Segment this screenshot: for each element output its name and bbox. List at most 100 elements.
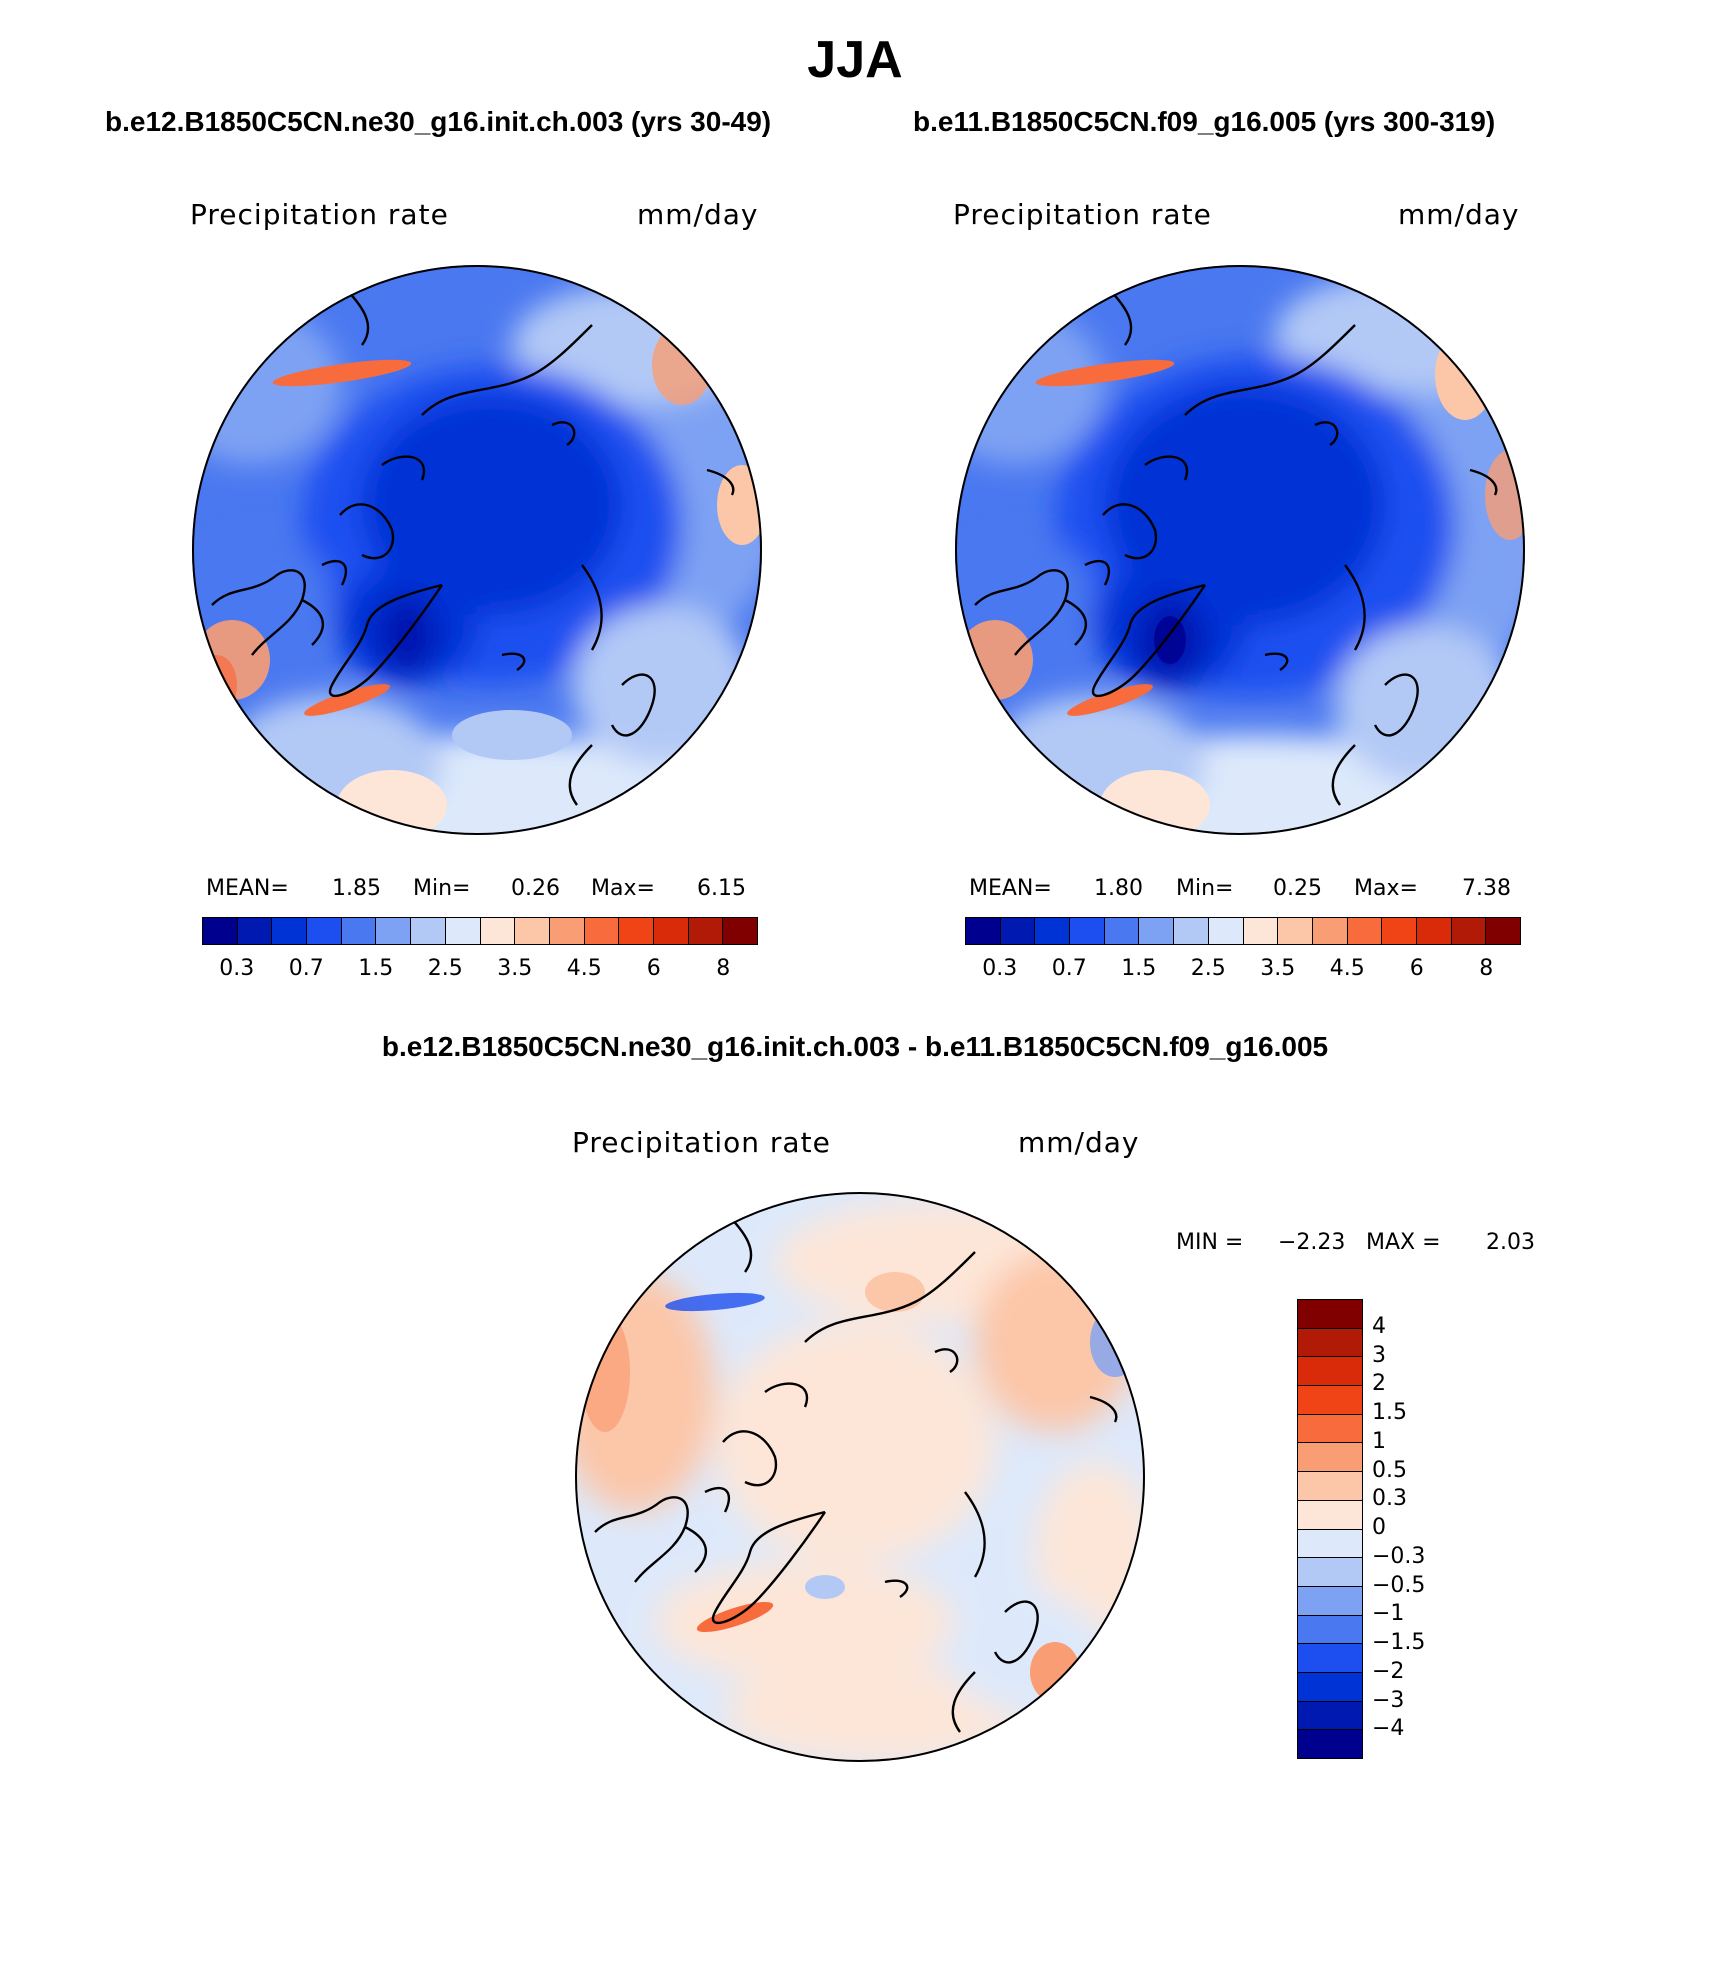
diff-min-label: MIN =	[1176, 1230, 1244, 1255]
panel2-colorbar-swatch-3	[1070, 918, 1105, 944]
diff-colorbar-tick-label: −1	[1372, 1601, 1405, 1627]
diff-min-value: −2.23	[1278, 1230, 1346, 1255]
diff-colorbar-tick-label: −0.5	[1372, 1572, 1426, 1598]
panel2-colorbar-tick-label: 1.5	[1121, 956, 1157, 981]
diff-colorbar-swatch-7	[1298, 1500, 1362, 1530]
diff-colorbar-swatch-10	[1298, 1586, 1362, 1616]
diff-colorbar-tick-label: 0.3	[1372, 1486, 1407, 1512]
panel1-colorbar-tick-label: 3.5	[497, 956, 533, 981]
diff-colorbar-tick-label: −0.3	[1372, 1543, 1426, 1569]
panel1-case-title: b.e12.B1850C5CN.ne30_g16.init.ch.003 (yr…	[105, 106, 772, 137]
diff-units-label: mm/day	[1018, 1126, 1140, 1159]
diff-colorbar-tick-label: 4	[1372, 1313, 1386, 1339]
diff-colorbar-tick-label: −3	[1372, 1687, 1405, 1713]
diff-colorbar-ticks: 4 3 2 1.5 1 0.5 0.3 0 −0.3 −0.5 −1 −1.5 −2 −3 −4	[1372, 1299, 1492, 1759]
diff-colorbar-swatch-1	[1298, 1328, 1362, 1358]
panel2-colorbar-tick-label: 2.5	[1190, 956, 1226, 981]
diff-panel-title: b.e12.B1850C5CN.ne30_g16.init.ch.003 - b…	[381, 1031, 1329, 1062]
panel2-polar-map	[955, 265, 1525, 835]
panel1-colorbar-tick-label: 6	[646, 956, 661, 981]
diff-colorbar-tick-label: 1	[1372, 1428, 1386, 1454]
diff-colorbar-tick-label: 2	[1372, 1371, 1386, 1397]
diff-polar-map	[575, 1192, 1145, 1762]
panel2-colorbar-swatch-0	[966, 918, 1001, 944]
panel2-colorbar-tick-label: 0.3	[982, 956, 1018, 981]
panel2-colorbar-swatch-13	[1416, 918, 1452, 944]
panel2-mean-value: 1.80	[1094, 876, 1143, 901]
panel2-min-label: Min=	[1176, 876, 1234, 901]
panel1-colorbar-tick-label: 0.7	[288, 956, 324, 981]
panel1-colorbar-swatch-5	[376, 918, 412, 944]
panel1-mean-label: MEAN=	[206, 876, 289, 901]
panel1-colorbar-swatch-11	[584, 918, 620, 944]
panel1-max-value: 6.15	[697, 876, 746, 901]
panel1-colorbar-swatch-10	[549, 918, 585, 944]
panel1-colorbar-swatch-3	[307, 918, 342, 944]
panel1-colorbar-tick-label: 8	[716, 956, 731, 981]
diff-colorbar-swatch-5	[1298, 1443, 1362, 1473]
diff-colorbar-swatch-0	[1298, 1300, 1362, 1329]
diff-colorbar-swatch-12	[1298, 1644, 1362, 1673]
panel2-colorbar-swatch-7	[1208, 918, 1244, 944]
panel1-colorbar	[202, 917, 758, 945]
panel2-max-value: 7.38	[1462, 876, 1511, 901]
panel1-max-label: Max=	[591, 876, 655, 901]
panel1-colorbar-swatch-13	[653, 918, 689, 944]
diff-colorbar-swatch-14	[1298, 1701, 1362, 1731]
panel1-colorbar-swatch-15	[723, 918, 757, 944]
panel2-colorbar-tick-label: 6	[1409, 956, 1424, 981]
diff-colorbar-tick-label: 0.5	[1372, 1457, 1407, 1483]
panel2-colorbar-tick-label: 0.7	[1051, 956, 1087, 981]
panel2-colorbar-swatch-12	[1382, 918, 1417, 944]
diff-colorbar-swatch-6	[1298, 1472, 1362, 1501]
panel2-colorbar-swatch-5	[1139, 918, 1175, 944]
panel2-max-label: Max=	[1354, 876, 1418, 901]
diff-max-value: 2.03	[1486, 1230, 1535, 1255]
panel1-min-value: 0.26	[511, 876, 560, 901]
panel1-colorbar-swatch-8	[480, 918, 516, 944]
panel2-colorbar-swatch-10	[1312, 918, 1348, 944]
panel1-colorbar-swatch-0	[203, 918, 238, 944]
diff-colorbar-tick-label: −2	[1372, 1658, 1405, 1684]
panel1-polar-map	[192, 265, 762, 835]
panel1-colorbar-swatch-9	[515, 918, 550, 944]
panel2-mean-label: MEAN=	[969, 876, 1052, 901]
panel1-colorbar-tick-label: 4.5	[566, 956, 602, 981]
figure-title: JJA	[807, 31, 903, 89]
diff-variable-label: Precipitation rate	[572, 1126, 831, 1159]
panel2-min-value: 0.25	[1273, 876, 1322, 901]
diff-colorbar-swatch-2	[1298, 1357, 1362, 1387]
panel2-colorbar-swatch-6	[1174, 918, 1209, 944]
panel2-colorbar-swatch-2	[1035, 918, 1071, 944]
panel2-units-label: mm/day	[1398, 198, 1520, 231]
panel1-colorbar-tick-label: 2.5	[427, 956, 463, 981]
panel1-colorbar-swatch-7	[445, 918, 481, 944]
panel1-colorbar-ticks: 0.3 0.7 1.5 2.5 3.5 4.5 6 8	[202, 956, 758, 986]
panel2-colorbar-swatch-8	[1243, 918, 1279, 944]
diff-colorbar-tick-label: 1.5	[1372, 1400, 1407, 1425]
panel1-colorbar-swatch-2	[272, 918, 308, 944]
panel2-case-title: b.e11.B1850C5CN.f09_g16.005 (yrs 300-319…	[913, 106, 1496, 137]
diff-colorbar-tick-label: 3	[1372, 1342, 1386, 1368]
panel2-colorbar-swatch-15	[1486, 918, 1520, 944]
panel2-variable-label: Precipitation rate	[953, 198, 1212, 231]
panel2-colorbar-swatch-14	[1451, 918, 1487, 944]
panel1-colorbar-tick-label: 1.5	[358, 956, 394, 981]
diff-colorbar-tick-label: 0	[1372, 1515, 1386, 1540]
panel2-colorbar	[965, 917, 1521, 945]
panel1-mean-value: 1.85	[332, 876, 381, 901]
panel2-colorbar-swatch-11	[1347, 918, 1383, 944]
diff-colorbar-swatch-15	[1298, 1730, 1362, 1758]
panel2-colorbar-tick-label: 3.5	[1260, 956, 1296, 981]
panel1-colorbar-swatch-12	[619, 918, 654, 944]
panel2-colorbar-ticks: 0.3 0.7 1.5 2.5 3.5 4.5 6 8	[965, 956, 1521, 986]
panel2-colorbar-tick-label: 8	[1479, 956, 1494, 981]
panel2-colorbar-swatch-4	[1104, 918, 1140, 944]
panel1-colorbar-swatch-14	[688, 918, 724, 944]
diff-colorbar-tick-label: −4	[1372, 1716, 1405, 1742]
diff-colorbar-swatch-8	[1298, 1529, 1362, 1559]
diff-colorbar-swatch-9	[1298, 1558, 1362, 1587]
diff-colorbar-swatch-13	[1298, 1672, 1362, 1702]
diff-colorbar-tick-label: −1.5	[1372, 1630, 1426, 1655]
diff-colorbar-swatch-3	[1298, 1386, 1362, 1415]
